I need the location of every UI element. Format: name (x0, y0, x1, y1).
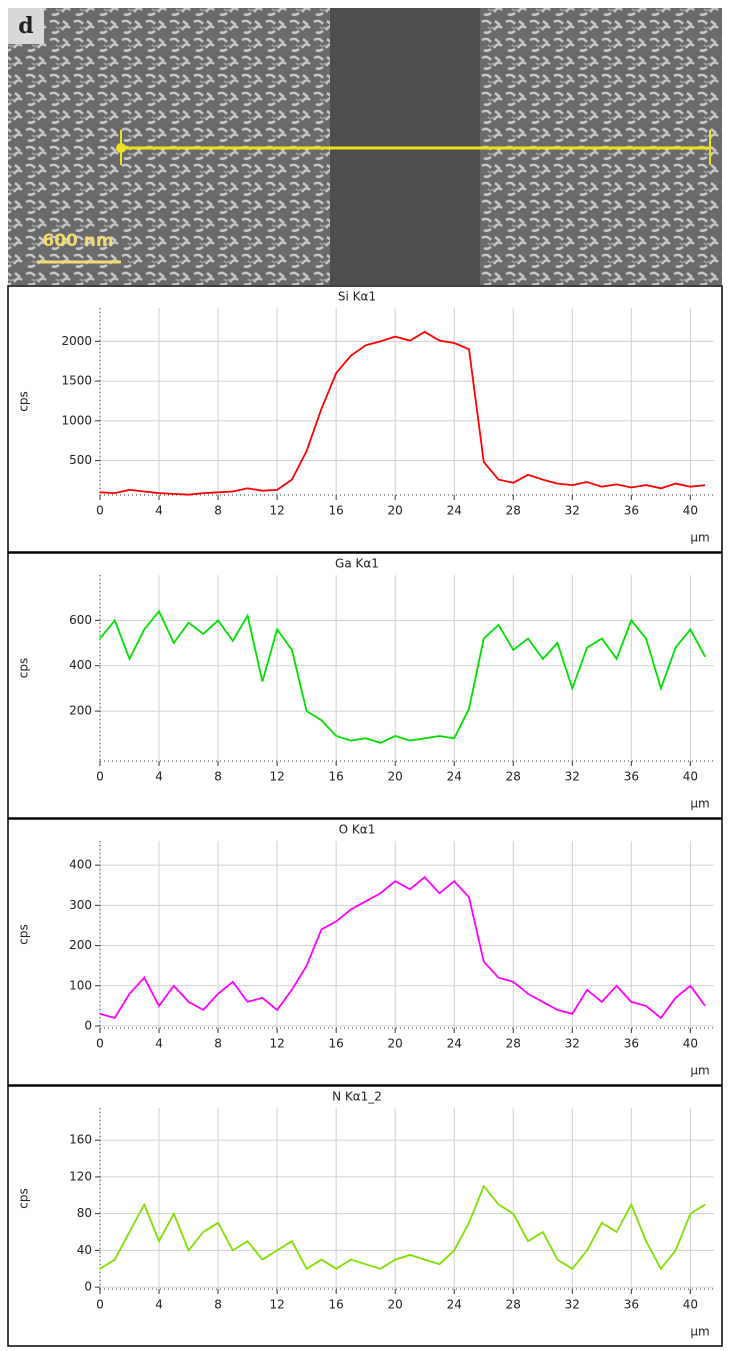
x-tick-label: 24 (447, 1298, 462, 1312)
y-tick-label: 0 (84, 1018, 92, 1032)
x-tick-label: 8 (214, 1037, 222, 1051)
x-tick-label: 36 (624, 1298, 639, 1312)
chart-frame (7, 285, 723, 553)
chart-title: O Kα1 (339, 823, 376, 837)
x-tick-label: 40 (683, 504, 698, 518)
x-tick-label: 0 (96, 1298, 104, 1312)
y-tick-label: 600 (69, 613, 92, 627)
x-axis-label: µm (690, 797, 709, 811)
x-tick-label: 4 (155, 1298, 163, 1312)
x-tick-label: 0 (96, 1037, 104, 1051)
sem-image: d 600 nm (8, 8, 722, 285)
x-tick-label: 20 (388, 770, 403, 784)
x-tick-label: 20 (388, 1298, 403, 1312)
y-tick-label: 200 (69, 938, 92, 952)
x-tick-label: 12 (269, 504, 284, 518)
y-tick-label: 100 (69, 978, 92, 992)
x-tick-label: 32 (565, 770, 580, 784)
x-tick-label: 8 (214, 770, 222, 784)
x-tick-label: 12 (269, 1037, 284, 1051)
x-axis-label: µm (690, 1064, 709, 1078)
y-axis-label: cps (17, 391, 31, 411)
y-axis-label: cps (17, 1188, 31, 1208)
chart-title: Si Kα1 (338, 290, 376, 304)
panel-label: d (18, 13, 33, 39)
y-tick-label: 300 (69, 898, 92, 912)
x-tick-label: 40 (683, 1037, 698, 1051)
x-tick-label: 4 (155, 504, 163, 518)
x-tick-label: 28 (506, 770, 521, 784)
x-tick-label: 32 (565, 504, 580, 518)
x-tick-label: 16 (329, 504, 344, 518)
x-tick-label: 24 (447, 770, 462, 784)
x-tick-label: 32 (565, 1298, 580, 1312)
x-tick-label: 16 (329, 770, 344, 784)
x-tick-label: 28 (506, 1298, 521, 1312)
x-tick-label: 8 (214, 504, 222, 518)
x-tick-label: 0 (96, 770, 104, 784)
scale-bar-label: 600 nm (42, 231, 113, 251)
x-tick-label: 12 (269, 1298, 284, 1312)
y-tick-label: 200 (69, 704, 92, 718)
y-tick-label: 160 (69, 1133, 92, 1147)
data-line (99, 609, 706, 744)
y-tick-label: 400 (69, 858, 92, 872)
chart-frame (7, 552, 723, 819)
x-axis-label: µm (690, 531, 709, 545)
data-line (99, 1184, 706, 1271)
x-tick-label: 16 (329, 1037, 344, 1051)
x-tick-label: 0 (96, 504, 104, 518)
data-line (99, 330, 706, 496)
y-tick-label: 120 (69, 1169, 92, 1183)
data-line (99, 875, 706, 1020)
chart: Si Kα1 cps µm 0 4 8 12 16 20 24 28 32 36 40 500 1000 150… (7, 285, 723, 553)
x-tick-label: 28 (506, 504, 521, 518)
y-tick-label: 1000 (61, 413, 92, 427)
y-tick-label: 80 (77, 1206, 92, 1220)
y-axis-label: cps (17, 924, 31, 944)
chart-frame (7, 1085, 723, 1347)
scan-start (116, 143, 126, 153)
x-tick-label: 20 (388, 504, 403, 518)
y-tick-label: 0 (84, 1280, 92, 1294)
y-tick-label: 500 (69, 453, 92, 467)
x-tick-label: 16 (329, 1298, 344, 1312)
x-tick-label: 36 (624, 504, 639, 518)
x-tick-label: 28 (506, 1037, 521, 1051)
x-tick-label: 40 (683, 770, 698, 784)
x-tick-label: 36 (624, 770, 639, 784)
chart: Ga Kα1 cps µm 0 4 8 12 16 20 24 28 32 36 40 200 400 600 (7, 552, 723, 819)
x-tick-label: 40 (683, 1298, 698, 1312)
y-tick-label: 40 (77, 1243, 92, 1257)
x-tick-label: 24 (447, 1037, 462, 1051)
y-tick-label: 400 (69, 658, 92, 672)
x-tick-label: 12 (269, 770, 284, 784)
x-tick-label: 32 (565, 1037, 580, 1051)
y-tick-label: 1500 (61, 374, 92, 388)
x-tick-label: 4 (155, 1037, 163, 1051)
x-axis-label: µm (690, 1325, 709, 1339)
x-tick-label: 4 (155, 770, 163, 784)
chart-title: N Kα1_2 (332, 1090, 382, 1104)
x-tick-label: 36 (624, 1037, 639, 1051)
chart-frame (7, 818, 723, 1086)
label-box (8, 8, 44, 44)
chart-title: Ga Kα1 (335, 557, 379, 571)
x-tick-label: 20 (388, 1037, 403, 1051)
y-tick-label: 2000 (61, 334, 92, 348)
x-tick-label: 24 (447, 504, 462, 518)
x-tick-label: 8 (214, 1298, 222, 1312)
y-axis-label: cps (17, 658, 31, 678)
